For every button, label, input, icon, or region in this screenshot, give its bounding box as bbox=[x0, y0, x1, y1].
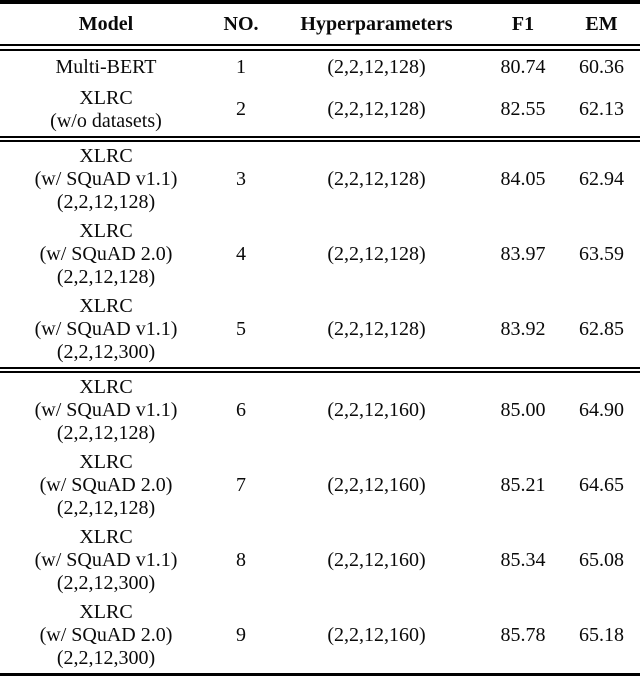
hyperparameters-cell: (2,2,12,128) bbox=[327, 98, 426, 120]
no-cell: 1 bbox=[236, 55, 246, 78]
header-row: Model NO. Hyperparameters F1 EM bbox=[0, 2, 640, 48]
no-cell: 8 bbox=[236, 548, 246, 571]
model-cell: XLRC (w/ SQuAD v1.1) (2,2,12,300) bbox=[34, 294, 178, 363]
table-row: XLRC (w/o datasets) 2 (2,2,12,128) 82.55… bbox=[0, 84, 640, 139]
no-cell: 6 bbox=[236, 398, 246, 421]
no-cell: 7 bbox=[236, 473, 246, 496]
model-cell: XLRC (w/ SQuAD 2.0) (2,2,12,128) bbox=[39, 219, 173, 288]
hyperparameters-cell: (2,2,12,160) bbox=[327, 398, 426, 421]
table-group-2: XLRC (w/ SQuAD v1.1) (2,2,12,128) 3 (2,2… bbox=[0, 139, 640, 370]
hyperparameters-cell: (2,2,12,128) bbox=[327, 55, 426, 78]
model-cell: Multi-BERT bbox=[55, 55, 157, 78]
f1-cell: 85.78 bbox=[500, 623, 546, 646]
f1-cell: 80.74 bbox=[500, 55, 546, 78]
f1-cell: 85.34 bbox=[500, 548, 546, 571]
no-cell: 9 bbox=[236, 623, 246, 646]
f1-cell: 84.05 bbox=[500, 167, 546, 190]
table-row: XLRC (w/ SQuAD 2.0) (2,2,12,128) 4 (2,2,… bbox=[0, 217, 640, 292]
model-cell: XLRC (w/ SQuAD v1.1) (2,2,12,128) bbox=[34, 144, 178, 213]
table-group-3: XLRC (w/ SQuAD v1.1) (2,2,12,128) 6 (2,2… bbox=[0, 370, 640, 676]
table-group-1: Multi-BERT 1 (2,2,12,128) 80.74 60.36 XL… bbox=[0, 48, 640, 139]
table-row: XLRC (w/ SQuAD 2.0) (2,2,12,128) 7 (2,2,… bbox=[0, 448, 640, 523]
no-cell: 4 bbox=[236, 242, 246, 265]
hyperparameters-cell: (2,2,12,160) bbox=[327, 548, 426, 571]
f1-cell: 82.55 bbox=[500, 98, 546, 120]
model-cell: XLRC (w/o datasets) bbox=[50, 86, 162, 132]
table-row: XLRC (w/ SQuAD v1.1) (2,2,12,128) 3 (2,2… bbox=[0, 139, 640, 217]
table-row: XLRC (w/ SQuAD v1.1) (2,2,12,300) 5 (2,2… bbox=[0, 292, 640, 370]
em-cell: 64.90 bbox=[579, 398, 624, 421]
hyperparameters-cell: (2,2,12,128) bbox=[327, 242, 426, 265]
em-cell: 60.36 bbox=[579, 55, 624, 78]
hyperparameters-cell: (2,2,12,160) bbox=[327, 473, 426, 496]
em-cell: 65.08 bbox=[579, 548, 624, 571]
model-cell: XLRC (w/ SQuAD 2.0) (2,2,12,300) bbox=[39, 600, 173, 669]
hyperparameters-cell: (2,2,12,128) bbox=[327, 317, 426, 340]
model-cell: XLRC (w/ SQuAD 2.0) (2,2,12,128) bbox=[39, 450, 173, 519]
table-row: XLRC (w/ SQuAD 2.0) (2,2,12,300) 9 (2,2,… bbox=[0, 598, 640, 676]
no-cell: 2 bbox=[236, 98, 246, 120]
no-cell: 5 bbox=[236, 317, 246, 340]
f1-cell: 85.21 bbox=[500, 473, 546, 496]
header-model: Model bbox=[78, 12, 134, 35]
em-cell: 63.59 bbox=[579, 242, 624, 265]
table-row: XLRC (w/ SQuAD v1.1) (2,2,12,300) 8 (2,2… bbox=[0, 523, 640, 598]
em-cell: 62.13 bbox=[579, 98, 624, 120]
f1-cell: 83.97 bbox=[500, 242, 546, 265]
header-no: NO. bbox=[223, 12, 259, 35]
em-cell: 65.18 bbox=[579, 623, 624, 646]
table-row: Multi-BERT 1 (2,2,12,128) 80.74 60.36 bbox=[0, 48, 640, 84]
header-em: EM bbox=[585, 12, 618, 35]
table-row: XLRC (w/ SQuAD v1.1) (2,2,12,128) 6 (2,2… bbox=[0, 370, 640, 448]
hyperparameters-cell: (2,2,12,160) bbox=[327, 623, 426, 646]
f1-cell: 83.92 bbox=[500, 317, 546, 340]
em-cell: 64.65 bbox=[579, 473, 624, 496]
header-hyperparameters: Hyperparameters bbox=[300, 12, 453, 35]
model-cell: XLRC (w/ SQuAD v1.1) (2,2,12,128) bbox=[34, 375, 178, 444]
em-cell: 62.85 bbox=[579, 317, 624, 340]
no-cell: 3 bbox=[236, 167, 246, 190]
em-cell: 62.94 bbox=[579, 167, 624, 190]
f1-cell: 85.00 bbox=[500, 398, 546, 421]
hyperparameters-cell: (2,2,12,128) bbox=[327, 167, 426, 190]
header-f1: F1 bbox=[511, 12, 535, 35]
model-cell: XLRC (w/ SQuAD v1.1) (2,2,12,300) bbox=[34, 525, 178, 594]
table-header: Model NO. Hyperparameters F1 EM bbox=[0, 2, 640, 48]
